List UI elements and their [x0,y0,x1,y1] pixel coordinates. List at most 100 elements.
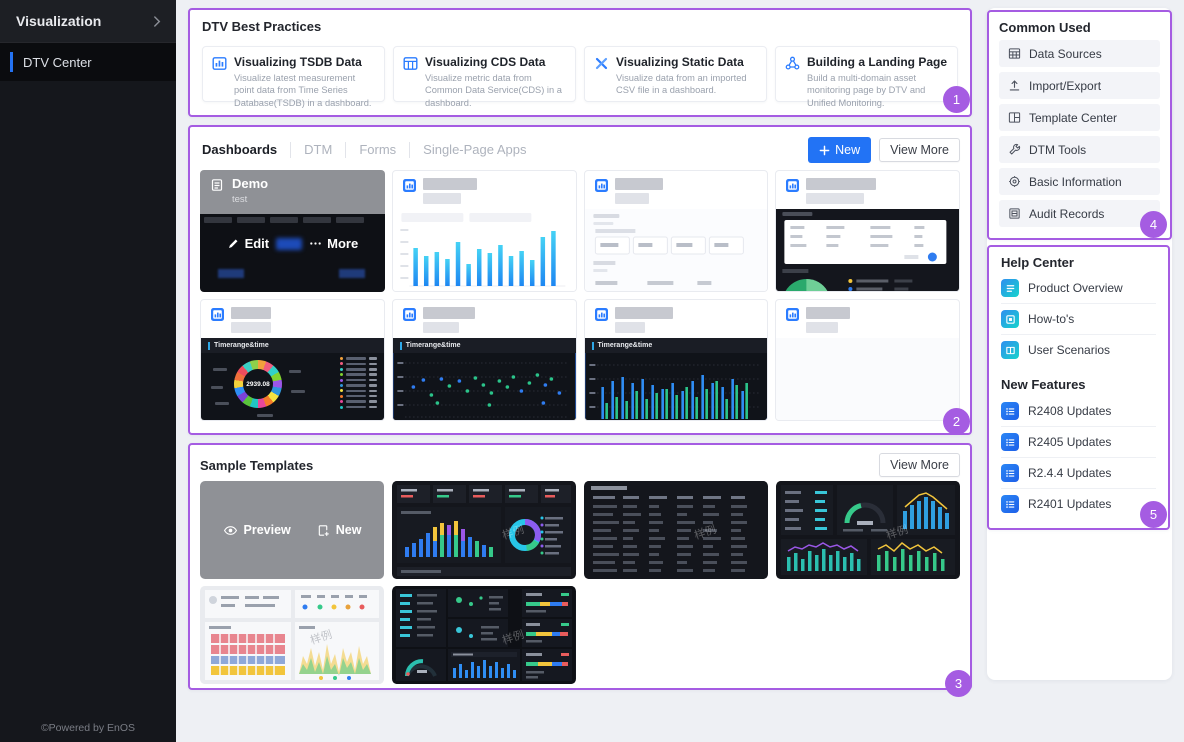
dashboard-card[interactable] [775,170,960,292]
cds-icon [403,56,418,71]
sample-templates-title: Sample Templates [200,457,314,473]
more-button[interactable]: More [309,236,358,251]
dashboard-thumbnail [776,338,959,420]
common-used-item-data-sources[interactable]: Data Sources [999,40,1160,67]
dashboard-thumbnail: Edit More [200,214,385,292]
view-more-templates-button[interactable]: View More [879,453,960,477]
dashboard-grid: Demo test Edit More [200,170,960,421]
common-used-item-template-center[interactable]: Template Center [999,104,1160,131]
dashboard-thumbnail: Timerange&time [392,338,576,420]
tab-dtm[interactable]: DTM [290,142,345,158]
common-used-item-basic-information[interactable]: Basic Information [999,168,1160,195]
best-practice-card-building-a-landing-page[interactable]: Building a Landing Page Build a multi-do… [775,46,958,108]
template-card[interactable]: 样例 [776,481,960,579]
template-card[interactable]: 样例 [584,481,768,579]
template-card-hover[interactable]: Preview New [200,481,384,579]
landing-page-icon [785,56,800,71]
dashboard-thumbnail: Timerange&time [584,338,768,420]
tab-single-page-apps[interactable]: Single-Page Apps [409,142,539,158]
dashboard-card[interactable] [391,170,577,292]
annotation-badge-5: 5 [1140,501,1167,528]
best-practice-card-visualizing-static-data[interactable]: Visualizing Static Data Visualize data f… [584,46,767,102]
dashboard-card[interactable]: Timerange&time 2939.08 [200,299,385,421]
common-used-label: Template Center [1029,110,1118,125]
best-practices-section: DTV Best Practices Visualizing TSDB Data… [188,8,972,117]
dashboard-title: Demo [232,176,269,191]
help-item-product-overview[interactable]: Product Overview [1001,273,1156,304]
common-used-item-dtm-tools[interactable]: DTM Tools [999,136,1160,163]
best-practice-description: Visualize latest measurement point data … [234,73,372,108]
upload-icon [1008,79,1021,92]
feature-item-r2408-updates[interactable]: R2408 Updates [1001,396,1156,427]
annotation-badge-3: 3 [945,670,972,697]
common-used-item-audit-records[interactable]: Audit Records [999,200,1160,227]
best-practice-card-visualizing-tsdb-data[interactable]: Visualizing TSDB Data Visualize latest m… [202,46,385,108]
list-icon [1001,495,1019,513]
chart-title: Timerange&time [597,342,653,349]
redacted-title [806,178,877,190]
tab-forms[interactable]: Forms [345,142,409,158]
best-practice-description: Visualize metric data from Common Data S… [425,73,562,108]
help-center-title: Help Center [1001,255,1074,270]
dashboard-subtitle: test [232,194,248,205]
how-to-icon [1001,310,1019,328]
sidebar-header[interactable]: Visualization [0,0,176,43]
document-chart-icon [594,178,609,198]
common-used-label: DTM Tools [1029,142,1087,157]
best-practice-title: Visualizing Static Data [616,55,744,69]
document-chart-icon [210,307,225,327]
preview-button[interactable]: Preview [223,523,291,537]
best-practice-card-visualizing-cds-data[interactable]: Visualizing CDS Data Visualize metric da… [393,46,576,108]
common-used-title: Common Used [999,20,1091,35]
dashboard-card[interactable] [775,299,960,421]
chart-title: Timerange&time [214,342,269,349]
sample-templates-section: Sample Templates View More Preview New [188,443,972,697]
powered-by-label: ©Powered by EnOS [40,722,136,734]
annotation-badge-1: 1 [943,86,970,113]
help-item-label: User Scenarios [1028,343,1111,357]
view-more-dashboards-button[interactable]: View More [879,138,960,162]
static-data-icon [594,56,609,71]
document-chart-icon [594,307,609,327]
left-sidebar: Visualization DTV Center ©Powered by EnO… [0,0,176,742]
new-button[interactable]: New [808,137,872,163]
template-card[interactable]: 样例 [200,586,384,684]
active-indicator-bar [10,52,13,72]
edit-button[interactable]: Edit [227,236,269,251]
template-new-button[interactable]: New [317,523,361,537]
list-icon [1001,402,1019,420]
dashboard-thumbnail [392,209,576,291]
feature-item-r2-4-4-updates[interactable]: R2.4.4 Updates [1001,458,1156,489]
dashboard-card[interactable]: Timerange&time [391,299,577,421]
redacted-chip [276,237,303,250]
feature-item-label: R2401 Updates [1028,497,1112,511]
template-center-icon [1008,111,1021,124]
sidebar-item-dtv-center[interactable]: DTV Center [0,43,176,81]
dashboard-card-demo[interactable]: Demo test Edit More [200,170,385,292]
redacted-subtitle [422,322,459,333]
annotation-badge-4: 4 [1140,211,1167,238]
doc-lines-icon [1001,279,1019,297]
chart-title: Timerange&time [405,342,461,349]
donut-center-value: 2939.08 [246,380,270,388]
help-item-label: How-to's [1028,312,1075,326]
template-card[interactable]: 样例 [392,586,576,684]
feature-item-label: R2405 Updates [1028,435,1112,449]
template-card[interactable]: 样例 [392,481,576,579]
common-used-item-import-export[interactable]: Import/Export [999,72,1160,99]
dashboard-thumbnail [584,209,768,291]
tab-dashboards[interactable]: Dashboards [202,142,278,157]
best-practice-title: Building a Landing Page [807,55,948,69]
table-grid-icon [1008,47,1021,60]
wrench-icon [1008,143,1021,156]
help-item-how-to-s[interactable]: How-to's [1001,304,1156,335]
common-used-label: Data Sources [1029,46,1102,61]
document-chart-icon [402,307,417,327]
feature-item-r2405-updates[interactable]: R2405 Updates [1001,427,1156,458]
dashboard-card[interactable]: Timerange&time [583,299,769,421]
feature-item-r2401-updates[interactable]: R2401 Updates [1001,489,1156,519]
redacted-subtitle [614,193,649,204]
help-item-user-scenarios[interactable]: User Scenarios [1001,335,1156,365]
dashboard-card[interactable] [583,170,769,292]
